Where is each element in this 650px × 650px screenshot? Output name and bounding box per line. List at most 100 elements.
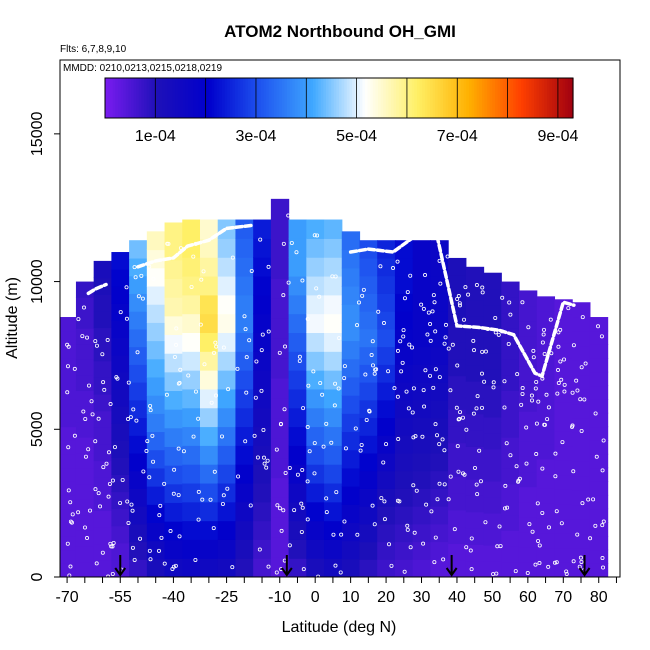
sample-point — [96, 416, 101, 421]
y-tick-label: 0 — [29, 572, 46, 581]
heatmap-cell — [589, 453, 609, 469]
sample-point — [315, 233, 320, 238]
heatmap-cell — [518, 290, 538, 307]
heatmap-cell — [164, 390, 183, 410]
heatmap-cell — [60, 399, 77, 414]
sample-point — [120, 477, 125, 482]
heatmap-cell — [430, 328, 449, 348]
heatmap-cell — [270, 338, 290, 359]
sample-point — [181, 449, 186, 454]
sample-point — [520, 386, 525, 391]
heatmap-cell — [129, 293, 148, 312]
heatmap-cell — [589, 522, 609, 537]
heatmap-cell — [377, 452, 396, 472]
sample-point — [172, 354, 177, 359]
sample-point — [540, 510, 545, 515]
colorbar-swatch — [175, 78, 179, 118]
heatmap-cell — [182, 332, 201, 352]
sample-point — [457, 303, 462, 308]
colorbar-swatch — [180, 78, 184, 118]
sample-point — [530, 398, 535, 403]
colorbar-swatch — [500, 78, 504, 118]
sample-point — [519, 402, 524, 407]
sample-point — [529, 393, 534, 398]
sample-point — [541, 332, 546, 337]
heatmap-cell — [235, 426, 254, 446]
x-tick-label: 0 — [311, 589, 320, 606]
heatmap-cell — [93, 427, 112, 445]
heatmap-cell — [93, 477, 112, 495]
sample-point — [472, 465, 477, 470]
heatmap-cell — [412, 240, 431, 259]
heatmap-cell — [182, 370, 201, 390]
sample-point — [257, 547, 262, 552]
sample-point — [112, 445, 117, 450]
sample-point — [372, 371, 377, 376]
sample-point — [534, 452, 539, 457]
heatmap-cell — [200, 426, 219, 446]
heatmap-cell — [306, 332, 325, 352]
sample-point — [407, 342, 412, 347]
heatmap-cell — [483, 496, 502, 514]
sample-point — [460, 415, 465, 420]
colorbar-swatch — [177, 78, 181, 118]
heatmap-cell — [412, 328, 431, 348]
sample-point — [420, 434, 425, 439]
heatmap-cell — [200, 388, 219, 409]
sample-point — [575, 388, 580, 393]
sample-point — [500, 295, 505, 300]
sample-point — [343, 446, 348, 451]
heatmap-cell — [129, 240, 148, 259]
sample-point — [140, 296, 145, 301]
heatmap-cell — [465, 348, 485, 366]
heatmap-cell — [394, 240, 414, 259]
sample-point — [397, 499, 402, 504]
sample-point — [193, 557, 198, 562]
colorbar-swatch — [445, 78, 449, 118]
sample-point — [355, 532, 360, 537]
sample-point — [549, 351, 554, 356]
x-tick-label: -10 — [268, 589, 291, 606]
colorbar-swatch — [331, 78, 335, 118]
sample-point — [226, 387, 231, 392]
sample-point — [395, 259, 400, 264]
heatmap-cell — [589, 385, 609, 400]
sample-point — [419, 302, 424, 307]
heatmap-cell — [448, 543, 467, 561]
heatmap-cell — [324, 445, 343, 465]
sample-point — [253, 395, 258, 400]
heatmap-cell — [253, 370, 272, 390]
heatmap-cell — [270, 497, 290, 518]
colorbar-swatch — [242, 78, 246, 118]
heatmap-cell — [359, 257, 378, 277]
sample-point — [317, 294, 322, 299]
colorbar-swatch — [547, 78, 551, 118]
heatmap-cell — [324, 351, 343, 371]
heatmap-cell — [412, 452, 431, 472]
colorbar-swatch — [255, 78, 259, 118]
sample-point — [571, 559, 576, 564]
x-tick-label: 10 — [342, 589, 360, 606]
y-tick-label: 10000 — [29, 259, 46, 304]
heatmap-cell — [217, 238, 237, 258]
heatmap-cell — [182, 501, 201, 522]
sample-point — [579, 559, 584, 564]
sample-point — [430, 309, 435, 314]
heatmap-cell — [465, 528, 485, 545]
heatmap-cell — [111, 320, 130, 339]
colorbar-swatch — [146, 78, 150, 118]
sample-point — [464, 545, 469, 550]
sample-point — [475, 394, 480, 399]
sample-point — [381, 321, 386, 326]
x-tick-label: -70 — [56, 589, 79, 606]
heatmap-cell — [465, 283, 485, 301]
sample-point — [145, 439, 150, 444]
colorbar-swatch — [385, 78, 389, 118]
heatmap-cell — [394, 293, 414, 312]
heatmap-cell — [146, 267, 166, 287]
heatmap-cell — [554, 401, 573, 417]
sample-point — [277, 506, 282, 511]
heatmap-cell — [93, 510, 112, 528]
sample-point — [580, 315, 585, 320]
colorbar-swatch — [565, 78, 569, 118]
